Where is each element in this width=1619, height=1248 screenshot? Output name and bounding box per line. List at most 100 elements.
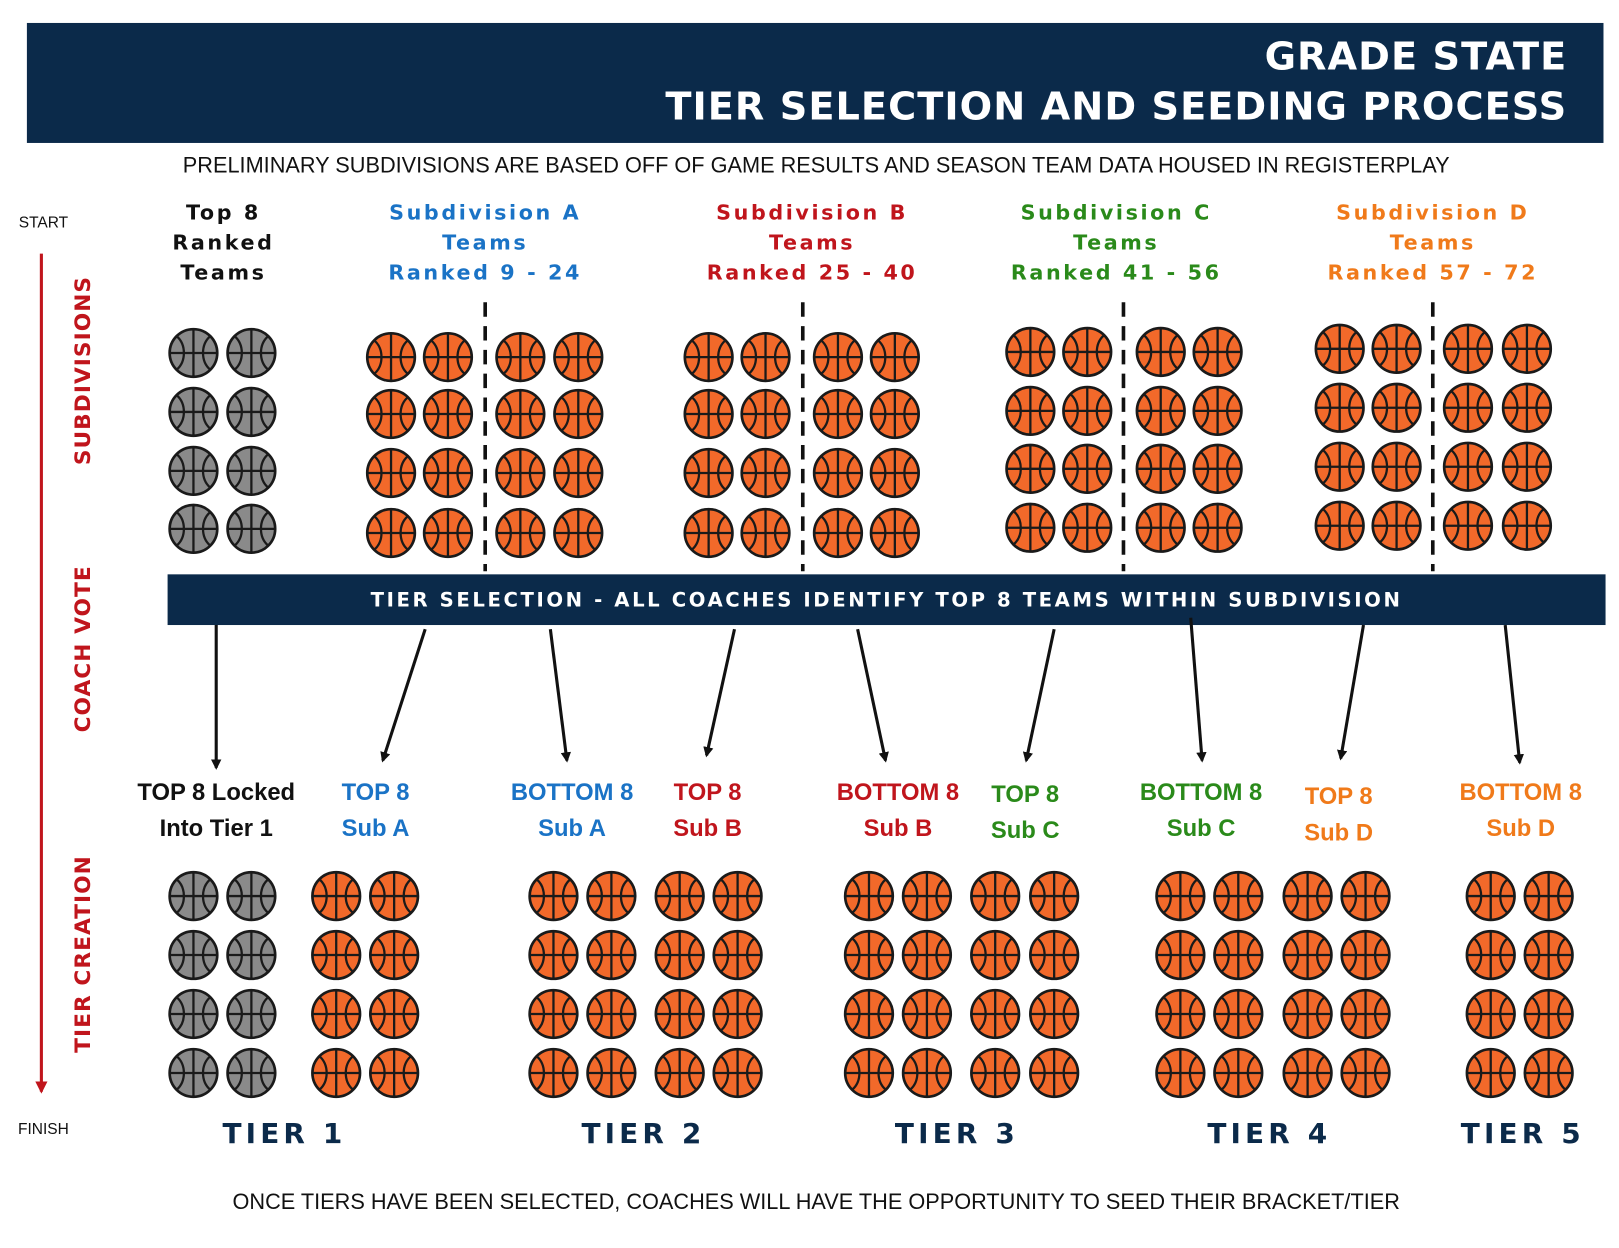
basketball: [168, 1047, 219, 1099]
basketball: [369, 870, 420, 922]
footer: ONCE TIERS HAVE BEEN SELECTED, COACHES W…: [232, 1189, 1399, 1214]
selection-label: BOTTOM 8: [1460, 779, 1582, 806]
title: GRADE STATE: [1265, 35, 1568, 80]
basketball: [1371, 441, 1422, 492]
basketball: [843, 988, 895, 1040]
arrow: [1022, 628, 1056, 763]
basketball: [1340, 988, 1391, 1040]
basketball: [1062, 502, 1113, 553]
basketball: [970, 988, 1021, 1040]
tier-label: TIER 3: [895, 1117, 1019, 1150]
basketball: [311, 929, 362, 981]
basketball: [1029, 988, 1080, 1040]
basketball: [869, 388, 920, 440]
basketball: [528, 870, 579, 922]
basketball: [1213, 988, 1264, 1040]
basketball: [812, 388, 864, 440]
basketball: [1005, 502, 1056, 553]
basketball: [553, 388, 604, 440]
basketball: [654, 988, 705, 1040]
basketball: [1192, 385, 1243, 437]
basketball: [654, 1047, 705, 1099]
selection-label: Sub D: [1304, 819, 1373, 846]
basketball: [1501, 323, 1553, 374]
basketball: [1523, 988, 1574, 1040]
basketball: [740, 331, 791, 383]
basketball: [683, 447, 734, 499]
selection-label: BOTTOM 8: [511, 779, 633, 806]
basketball: [422, 388, 474, 440]
basketball: [1005, 385, 1056, 437]
basketball: [1192, 502, 1243, 553]
basketball: [740, 447, 791, 499]
basketball: [1155, 1047, 1206, 1099]
basketball: [528, 988, 579, 1040]
basketball: [586, 988, 637, 1040]
basketball: [422, 507, 474, 559]
title: TIER SELECTION AND SEEDING PROCESS: [665, 84, 1567, 129]
selection-label: Sub D: [1486, 815, 1555, 842]
tier-label: TIER 5: [1461, 1117, 1585, 1150]
arrow: [1337, 624, 1366, 761]
selection-label: TOP 8 Locked: [137, 779, 295, 806]
basketball: [528, 1047, 579, 1099]
basketball: [226, 445, 277, 497]
basketball: [369, 988, 420, 1040]
basketball: [1314, 382, 1365, 433]
basketball: [1029, 929, 1080, 981]
basketball: [168, 988, 219, 1040]
basketball: [1314, 323, 1365, 374]
basketball: [901, 1047, 953, 1099]
basketball: [553, 447, 604, 499]
basketball: [226, 870, 277, 922]
finish-label: FINISH: [18, 1121, 69, 1138]
basketball: [712, 988, 763, 1040]
arrow: [1189, 617, 1207, 763]
basketball: [226, 386, 277, 438]
basketball: [1155, 988, 1206, 1040]
arrow: [856, 628, 889, 763]
basketball: [168, 870, 219, 922]
basketball: [901, 929, 953, 981]
basketball: [1213, 870, 1264, 922]
basketball: [1062, 385, 1113, 437]
basketball: [226, 929, 277, 981]
basketball: [1340, 929, 1391, 981]
basketball: [970, 870, 1021, 922]
group-header: Ranked 57 - 72: [1327, 260, 1538, 284]
basketball: [1282, 988, 1333, 1040]
basketball: [1523, 929, 1574, 981]
group-header: Subdivision A: [389, 200, 581, 224]
tier-label: TIER 1: [222, 1117, 346, 1150]
selection-label: Sub B: [673, 815, 742, 842]
group-header: Teams: [769, 230, 855, 254]
basketball: [812, 447, 864, 499]
selection-label: Sub C: [991, 817, 1060, 844]
basketball: [683, 507, 734, 559]
basketball: [740, 507, 791, 559]
basketball: [1135, 326, 1186, 378]
basketball: [1282, 1047, 1333, 1099]
basketball: [1523, 870, 1574, 922]
basketball: [1442, 441, 1494, 492]
basketball: [1135, 385, 1186, 437]
group-header: Teams: [180, 260, 266, 284]
selection-label: TOP 8: [991, 781, 1059, 808]
basketball: [1442, 500, 1494, 551]
basketball: [1213, 1047, 1264, 1099]
basketball: [1155, 929, 1206, 981]
group-header: Teams: [442, 230, 528, 254]
basketball: [365, 388, 417, 440]
basketball: [812, 507, 864, 559]
basketball: [712, 870, 763, 922]
basketball: [712, 929, 763, 981]
basketball: [528, 929, 579, 981]
basketball: [586, 870, 637, 922]
basketball: [740, 388, 791, 440]
basketball: [311, 988, 362, 1040]
basketball: [369, 1047, 420, 1099]
basketball: [654, 870, 705, 922]
selection-label: Sub A: [342, 815, 410, 842]
basketball: [226, 1047, 277, 1099]
group-header: Subdivision C: [1021, 200, 1212, 224]
